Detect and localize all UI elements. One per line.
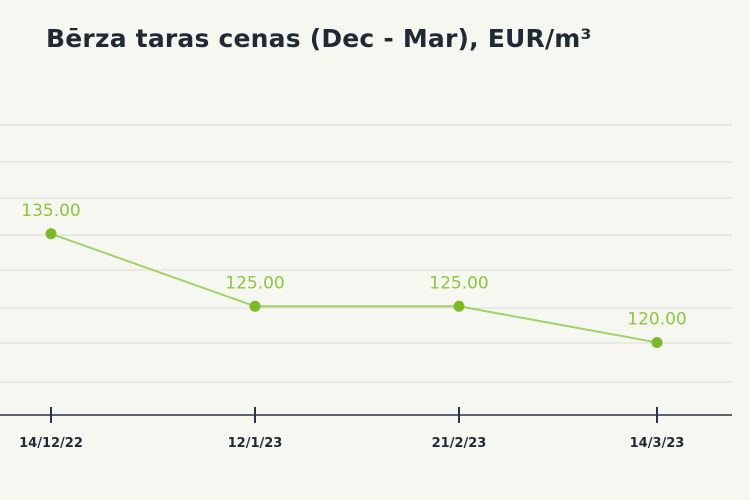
data-point <box>651 337 663 348</box>
x-tick-label: 14/12/22 <box>19 436 83 451</box>
data-label: 120.00 <box>627 310 686 330</box>
data-label: 125.00 <box>225 273 284 293</box>
data-point <box>45 228 57 240</box>
x-tick-label: 12/1/23 <box>228 436 283 451</box>
series-line <box>50 232 658 344</box>
chart-title: Bērza taras cenas (Dec - Mar), EUR/m³ <box>46 24 592 53</box>
data-series: 135.00 125.00 125.00 120.00 <box>21 201 687 348</box>
data-label: 135.00 <box>21 201 80 221</box>
data-label: 125.00 <box>429 273 488 293</box>
data-point <box>453 300 465 312</box>
data-point <box>249 300 261 312</box>
x-tick-label: 14/3/23 <box>630 436 685 451</box>
x-axis: 14/12/22 12/1/23 21/2/23 14/3/23 <box>0 407 732 451</box>
grid-lines <box>0 124 732 383</box>
x-tick-label: 21/2/23 <box>432 436 487 451</box>
